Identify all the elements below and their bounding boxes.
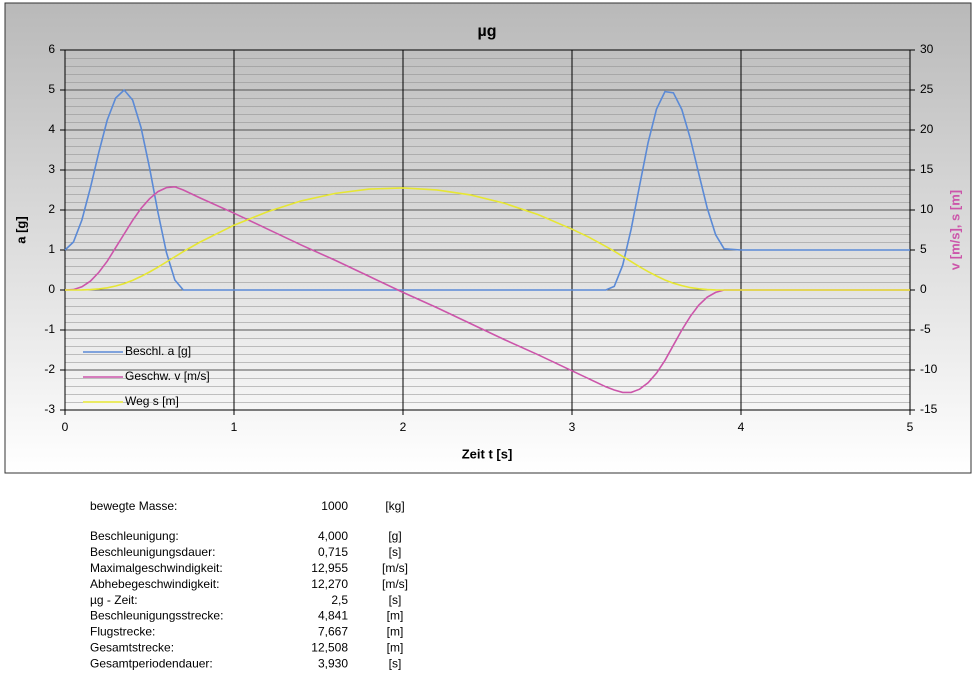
y-axis-label: a [g] — [13, 216, 28, 243]
param-unit: [s] — [389, 656, 402, 670]
y-tick-label: -2 — [44, 362, 55, 376]
legend-label: Geschw. v [m/s] — [125, 369, 210, 383]
x-tick-label: 1 — [231, 420, 238, 434]
y-tick-label: -1 — [44, 322, 55, 336]
param-value: 3,930 — [318, 656, 348, 670]
param-unit: [s] — [389, 593, 402, 607]
x-tick-label: 5 — [907, 420, 914, 434]
param-label: Flugstrecke: — [90, 625, 155, 639]
y2-tick-label: 10 — [920, 202, 934, 216]
y2-tick-label: 25 — [920, 82, 934, 96]
y-tick-label: 4 — [48, 122, 55, 136]
y-tick-label: 2 — [48, 202, 55, 216]
param-value: 2,5 — [331, 593, 348, 607]
param-label: µg - Zeit: — [90, 593, 138, 607]
y2-tick-label: -5 — [920, 322, 931, 336]
param-unit: [m] — [387, 640, 404, 654]
param-label: Beschleunigung: — [90, 529, 179, 543]
param-unit: [m] — [387, 625, 404, 639]
x-tick-label: 3 — [569, 420, 576, 434]
x-tick-label: 4 — [738, 420, 745, 434]
y2-tick-label: 20 — [920, 122, 934, 136]
param-unit: [m/s] — [382, 561, 408, 575]
param-unit: [kg] — [385, 499, 404, 513]
y2-tick-label: 0 — [920, 282, 927, 296]
param-label: Abhebegeschwindigkeit: — [90, 577, 219, 591]
y-tick-label: -3 — [44, 402, 55, 416]
chart-title: µg — [478, 23, 497, 40]
series-line — [64, 88, 910, 291]
series-line — [64, 185, 910, 394]
param-value: 1000 — [321, 499, 348, 513]
param-value: 12,508 — [311, 640, 348, 654]
param-value: 12,955 — [311, 561, 348, 575]
y2-tick-label: -15 — [920, 402, 938, 416]
y-tick-label: 6 — [48, 42, 55, 56]
x-tick-label: 0 — [62, 420, 69, 434]
y2-tick-label: 5 — [920, 242, 927, 256]
param-label: Beschleunigungsstrecke: — [90, 609, 223, 623]
plot-border — [64, 49, 911, 411]
param-unit: [g] — [388, 529, 401, 543]
y-tick-label: 3 — [48, 162, 55, 176]
param-label: Maximalgeschwindigkeit: — [90, 561, 223, 575]
legend-label: Beschl. a [g] — [125, 344, 191, 358]
param-value: 4,841 — [318, 609, 348, 623]
param-label: Gesamtstrecke: — [90, 640, 174, 654]
series-line — [65, 187, 910, 291]
param-label: bewegte Masse: — [90, 499, 177, 513]
y-tick-label: 0 — [48, 282, 55, 296]
x-axis-label: Zeit t [s] — [462, 446, 513, 461]
y-tick-label: 1 — [48, 242, 55, 256]
param-value: 7,667 — [318, 625, 348, 639]
x-tick-label: 2 — [400, 420, 407, 434]
param-unit: [m/s] — [382, 577, 408, 591]
y2-tick-label: 15 — [920, 162, 934, 176]
param-label: Beschleunigungsdauer: — [90, 545, 215, 559]
y2-tick-label: -10 — [920, 362, 938, 376]
param-unit: [m] — [387, 609, 404, 623]
param-value: 0,715 — [318, 545, 348, 559]
legend-label: Weg s [m] — [125, 394, 179, 408]
param-value: 4,000 — [318, 529, 348, 543]
y-tick-label: 5 — [48, 82, 55, 96]
param-value: 12,270 — [311, 577, 348, 591]
param-label: Gesamtperiodendauer: — [90, 656, 213, 670]
minor-grid — [65, 50, 910, 410]
y2-axis-label: v [m/s], s [m] — [947, 190, 962, 270]
y2-tick-label: 30 — [920, 42, 934, 56]
param-unit: [s] — [389, 545, 402, 559]
